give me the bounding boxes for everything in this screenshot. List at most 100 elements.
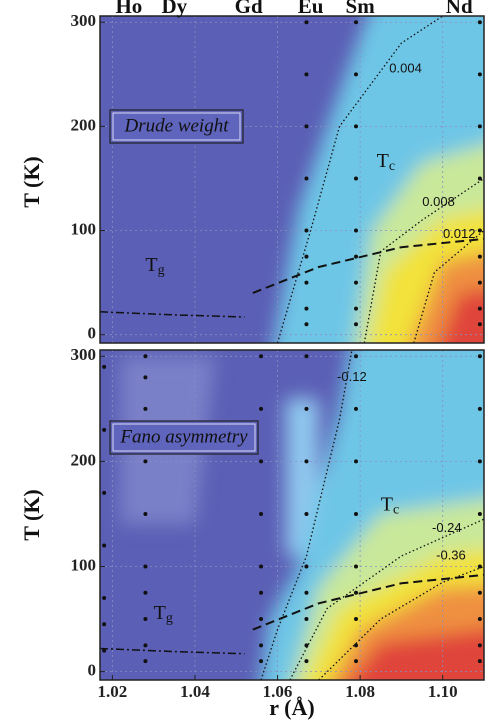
x-tick-label: 1.02 (98, 682, 128, 701)
color-region (285, 398, 319, 556)
contour-line (260, 350, 353, 680)
data-point (354, 590, 358, 595)
y-axis-label: T (K) (19, 489, 44, 541)
data-point (354, 124, 358, 129)
y-tick-label: 300 (71, 345, 97, 364)
data-point (477, 590, 482, 595)
data-point (259, 459, 264, 464)
data-point (143, 459, 148, 464)
data-point (143, 511, 148, 516)
y-tick-label: 100 (71, 555, 97, 574)
x-tick-label: 1.08 (345, 682, 375, 701)
x-tick-label: 1.04 (180, 682, 210, 701)
y-tick-label: 200 (71, 450, 97, 469)
title-box-inner (112, 112, 241, 141)
data-point (477, 564, 482, 569)
tc-line (252, 573, 484, 631)
data-point (354, 643, 358, 648)
data-point (259, 511, 264, 516)
data-point (259, 406, 264, 411)
y-tick-label: 100 (71, 219, 97, 238)
data-point (102, 543, 107, 548)
y-tick-label: 200 (71, 115, 97, 134)
data-point (304, 511, 309, 516)
data-point (477, 659, 482, 664)
title-box-inner (112, 423, 256, 452)
data-point (354, 20, 358, 25)
data-point (477, 322, 482, 327)
contour-line (318, 565, 484, 680)
data-point (354, 564, 358, 569)
data-point (102, 490, 107, 495)
element-label: Dy (161, 0, 187, 18)
annotation-subscript: g (158, 263, 165, 278)
x-tick-label: 1.10 (428, 682, 458, 701)
annotation-subscript: c (389, 159, 395, 174)
contour-line (289, 518, 484, 680)
annotation: Tc (377, 149, 395, 174)
data-point (477, 228, 482, 233)
data-point (304, 306, 309, 311)
data-point (304, 20, 309, 25)
data-point (354, 511, 358, 516)
data-point (477, 406, 482, 411)
data-point (304, 564, 309, 569)
annotation: Tg (145, 254, 164, 279)
annotation-subscript: c (393, 503, 399, 518)
data-point (477, 643, 482, 648)
data-point (354, 659, 358, 664)
contour-label: 0.004 (389, 61, 422, 76)
contour-label: 0.008 (422, 194, 455, 209)
data-point (304, 72, 309, 77)
data-point (354, 354, 358, 359)
plot-area (100, 16, 484, 343)
element-label: Eu (298, 0, 324, 18)
data-point (304, 124, 309, 129)
data-point (102, 596, 107, 601)
data-point (259, 643, 264, 648)
data-point (304, 228, 309, 233)
annotation-main: T (154, 601, 166, 623)
title-box (109, 109, 244, 144)
data-point (259, 617, 264, 622)
data-point (143, 354, 148, 359)
data-point (354, 617, 358, 622)
data-point (102, 364, 107, 369)
data-point (477, 459, 482, 464)
color-region (350, 629, 484, 680)
annotation: Tc (381, 493, 399, 518)
tc-line (252, 237, 484, 294)
data-point (477, 354, 482, 359)
data-point (143, 406, 148, 411)
contour-line (276, 16, 444, 343)
data-point (477, 20, 482, 25)
data-point (354, 306, 358, 311)
plot-frame (99, 349, 485, 681)
data-point (304, 322, 309, 327)
data-point (304, 406, 309, 411)
element-label: Sm (346, 0, 376, 18)
data-point (304, 254, 309, 259)
data-point (477, 306, 482, 311)
data-point (354, 228, 358, 233)
contour-line (413, 230, 484, 343)
color-map (273, 16, 484, 343)
data-point (304, 176, 309, 181)
annotation: Tg (154, 601, 173, 626)
x-tick-label: 1.06 (263, 682, 293, 701)
data-point (143, 564, 148, 569)
annotation-main: T (377, 149, 389, 171)
data-point (143, 643, 148, 648)
data-point (143, 659, 148, 664)
data-point (304, 280, 309, 285)
data-point (477, 72, 482, 77)
annotation-main: T (381, 493, 393, 515)
data-point (102, 622, 107, 627)
x-axis-label: r (Å) (269, 695, 314, 720)
data-point (259, 659, 264, 664)
data-point (304, 617, 309, 622)
data-point (477, 176, 482, 181)
data-point (304, 354, 309, 359)
